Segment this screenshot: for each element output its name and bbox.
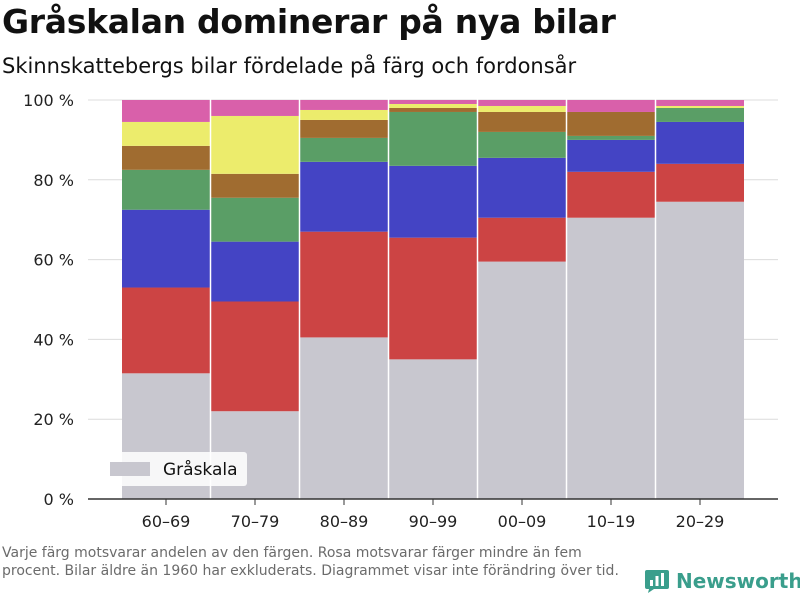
- bar-segment-red: [656, 163, 744, 202]
- chart-title: Gråskalan dominerar på nya bilar: [2, 2, 616, 41]
- chart-subtitle: Skinnskattebergs bilar fördelade på färg…: [2, 54, 577, 78]
- bar-segment-grayscale: [300, 337, 388, 499]
- bar-segment-pink: [122, 100, 210, 122]
- bar-segment-blue: [478, 157, 566, 218]
- brand-logo: Newsworthy: [644, 568, 800, 594]
- x-tick-label: 00–09: [498, 512, 547, 531]
- bar-segment-grayscale: [567, 217, 655, 499]
- bar-segment-yellow: [478, 105, 566, 112]
- bar-segment-blue: [656, 121, 744, 164]
- bar-segment-grayscale: [389, 359, 477, 499]
- bar-segment-brown: [211, 173, 299, 198]
- bar-segment-grayscale: [656, 201, 744, 499]
- bar-segment-green: [389, 111, 477, 166]
- bar-segment-pink: [389, 100, 477, 104]
- bar-segment-red: [122, 287, 210, 374]
- bar-segment-red: [567, 171, 655, 218]
- bar-segment-brown: [389, 107, 477, 112]
- bar-segment-yellow: [300, 109, 388, 120]
- legend-box: [102, 452, 247, 486]
- bar-segment-brown: [122, 145, 210, 170]
- y-tick-label: 80 %: [33, 171, 74, 190]
- bar-segment-yellow: [122, 121, 210, 146]
- legend-label: Gråskala: [163, 459, 238, 480]
- bar-segment-blue: [122, 209, 210, 288]
- bar-segment-pink: [300, 100, 388, 110]
- bar-segment-blue: [567, 139, 655, 172]
- chart-footnote: Varje färg motsvarar andelen av den färg…: [2, 545, 619, 579]
- x-tick-label: 60–69: [142, 512, 191, 531]
- bar-segment-green: [122, 169, 210, 210]
- y-tick-label: 0 %: [44, 490, 74, 509]
- bar-segment-yellow: [389, 103, 477, 108]
- brand-name: Newsworthy: [676, 569, 800, 593]
- stacked-bar-chart: 0 % 20 % 40 % 60 % 80 % 100 % 60–69 70–79 80–89 9…: [23, 91, 778, 531]
- x-tick-label: 70–79: [231, 512, 280, 531]
- bar-segment-brown: [478, 111, 566, 132]
- bar-segment-blue: [300, 161, 388, 232]
- bar-segment-pink: [211, 100, 299, 116]
- bar-segment-pink: [567, 100, 655, 112]
- y-tick-label: 100 %: [23, 91, 74, 110]
- bar-segment-yellow: [656, 105, 744, 108]
- bar-segment-red: [389, 237, 477, 360]
- bar-segment-brown: [567, 111, 655, 136]
- bar-segment-pink: [478, 100, 566, 106]
- bar-segment-green: [478, 131, 566, 158]
- bar-segment-yellow: [211, 115, 299, 174]
- bar-segment-green: [211, 197, 299, 242]
- bar-segment-blue: [389, 165, 477, 238]
- newsworthy-icon: [645, 570, 669, 593]
- bar-segment-red: [211, 301, 299, 412]
- x-tick-label: 20–29: [676, 512, 725, 531]
- y-tick-label: 60 %: [33, 251, 74, 270]
- bar-segment-brown: [300, 119, 388, 138]
- bar-segment-green: [300, 137, 388, 162]
- bar-segment-pink: [656, 100, 744, 106]
- bar-segment-red: [478, 217, 566, 262]
- bar-segment-blue: [211, 241, 299, 302]
- x-tick-label: 80–89: [320, 512, 369, 531]
- x-tick-label: 90–99: [409, 512, 458, 531]
- bar-segment-grayscale: [478, 261, 566, 499]
- bar-segment-green: [567, 135, 655, 140]
- y-tick-label: 20 %: [33, 410, 74, 429]
- bar-segment-red: [300, 231, 388, 338]
- y-tick-label: 40 %: [33, 330, 74, 349]
- bar-segment-green: [656, 107, 744, 122]
- legend-swatch: [110, 462, 150, 476]
- x-tick-label: 10–19: [587, 512, 636, 531]
